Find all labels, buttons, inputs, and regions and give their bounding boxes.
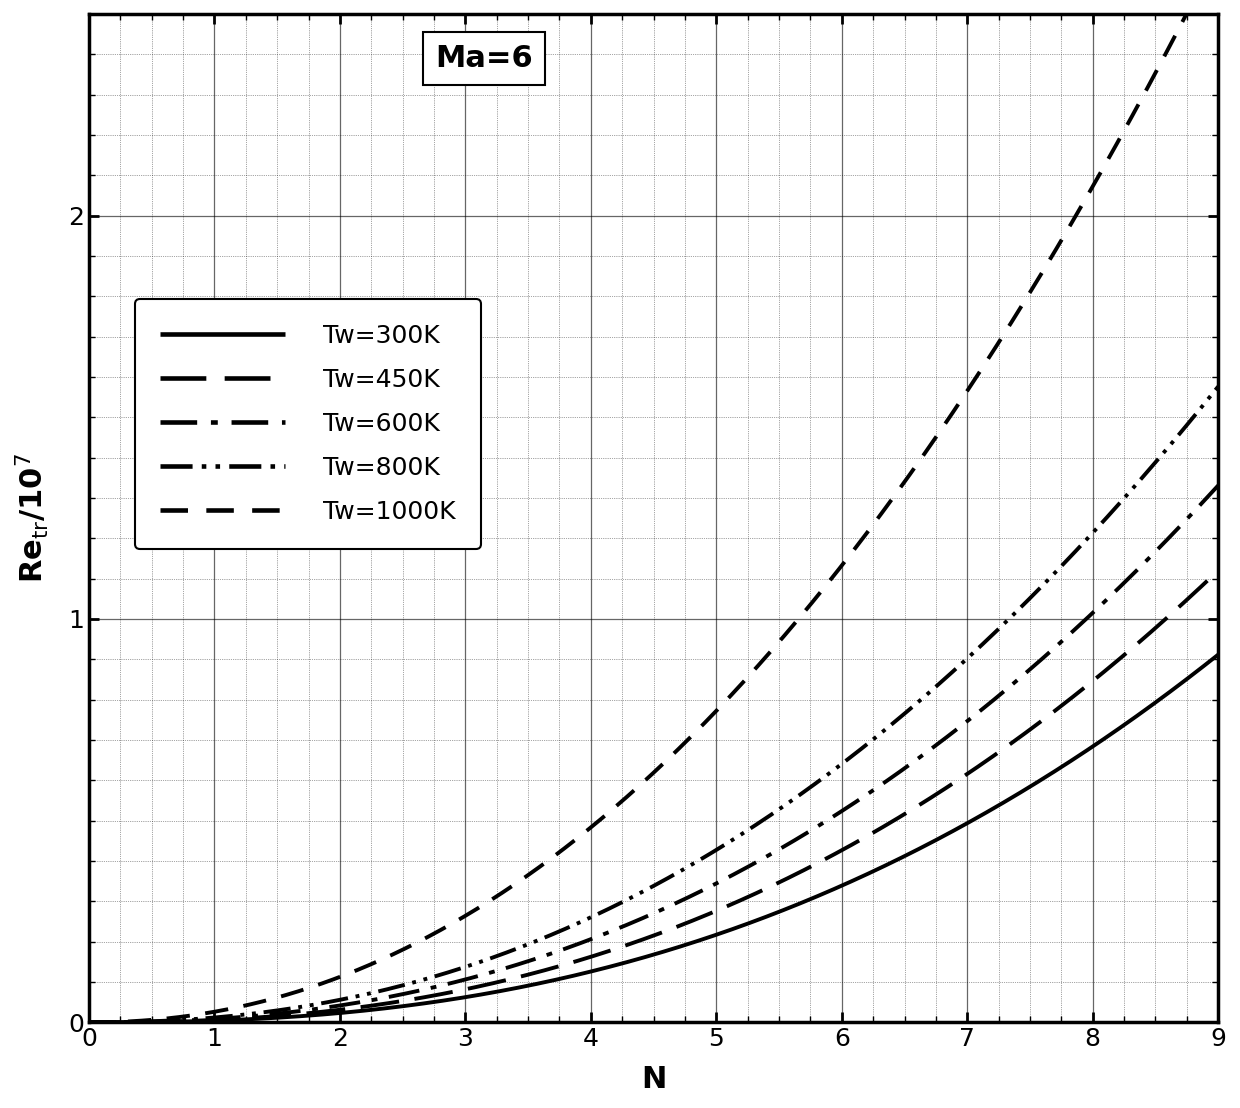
Y-axis label: Re$_{\rm tr}$/10$^7$: Re$_{\rm tr}$/10$^7$ xyxy=(14,453,52,583)
X-axis label: N: N xyxy=(641,1065,666,1094)
Text: Ma=6: Ma=6 xyxy=(435,44,533,73)
Legend: Tw=300K, Tw=450K, Tw=600K, Tw=800K, Tw=1000K: Tw=300K, Tw=450K, Tw=600K, Tw=800K, Tw=1… xyxy=(135,299,481,548)
